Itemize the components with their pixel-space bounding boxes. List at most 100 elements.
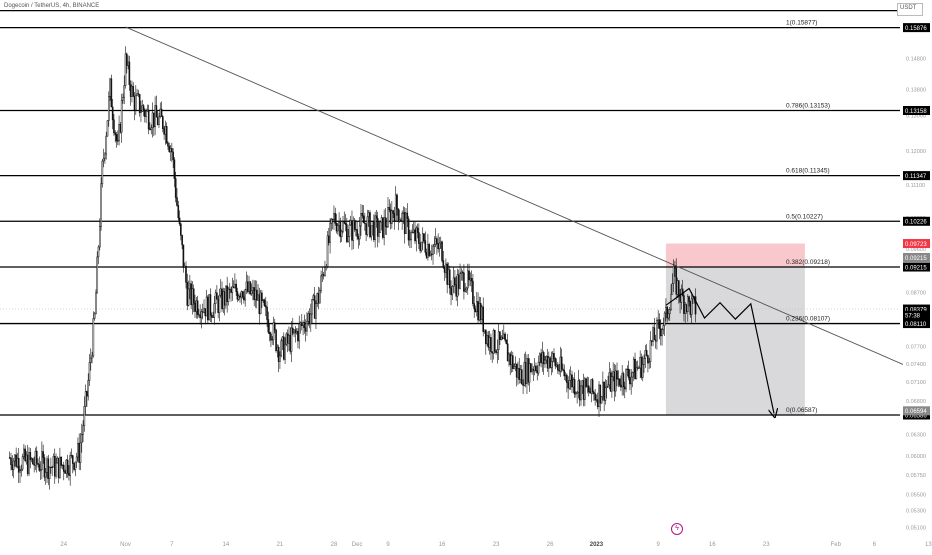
- candle-body: [245, 281, 248, 290]
- candle-body: [95, 292, 97, 315]
- candle-body: [463, 272, 465, 292]
- candle-body: [102, 158, 105, 162]
- candle-body: [11, 464, 14, 470]
- candle-body: [75, 456, 78, 463]
- candle-body: [396, 194, 398, 210]
- candle-body: [300, 322, 303, 327]
- candle-body: [379, 221, 382, 233]
- candle-body: [623, 386, 626, 390]
- currency-label[interactable]: USDT: [897, 3, 923, 16]
- trendline[interactable]: [125, 26, 932, 389]
- candle-body: [576, 392, 578, 394]
- candle-body: [464, 289, 466, 292]
- candle-body: [510, 355, 513, 365]
- candle-body: [661, 329, 663, 337]
- candle-body: [128, 61, 131, 85]
- candle-body: [393, 213, 396, 221]
- candle-body: [424, 240, 427, 253]
- candle-body: [352, 220, 355, 241]
- candle-body: [499, 331, 501, 340]
- lightning-icon[interactable]: ϟ: [671, 523, 683, 535]
- candle-body: [178, 217, 181, 225]
- candle-body: [263, 299, 266, 306]
- chart-title: Dogecoin / TetherUS, 4h, BINANCE: [4, 3, 100, 9]
- candle-body: [280, 340, 283, 357]
- candle-body: [331, 218, 334, 221]
- candle-body: [477, 301, 479, 321]
- projection-path[interactable]: [665, 287, 774, 414]
- candle-body: [106, 120, 109, 137]
- candle-body: [158, 116, 160, 125]
- candle-body: [585, 378, 587, 387]
- candle-body: [246, 281, 249, 292]
- candle-body: [461, 271, 464, 274]
- stop-loss-zone[interactable]: [665, 243, 805, 267]
- candle-body: [153, 112, 155, 128]
- candle-body: [144, 110, 146, 117]
- candle-body: [677, 280, 680, 297]
- candle-body: [160, 108, 163, 117]
- candle-body: [433, 244, 436, 247]
- candle-body: [257, 294, 259, 301]
- candle-body: [530, 363, 532, 373]
- candle-body: [186, 282, 189, 306]
- candle-body: [14, 454, 16, 462]
- candle-body: [156, 116, 159, 125]
- candle-body: [657, 319, 660, 321]
- candle-body: [12, 460, 15, 470]
- candle-body: [356, 229, 358, 237]
- candle-body: [200, 311, 203, 319]
- candle-body: [541, 352, 544, 364]
- candle-body: [654, 339, 657, 342]
- candle-body: [546, 356, 549, 369]
- candle-body: [293, 329, 295, 334]
- candle-body: [492, 330, 495, 354]
- candle-body: [514, 363, 517, 367]
- candle-body: [483, 329, 486, 332]
- candle-body: [389, 209, 392, 224]
- price-axis[interactable]: [903, 0, 932, 550]
- candle-body: [504, 333, 506, 341]
- x-tick-label: 16: [709, 542, 716, 548]
- candle-body: [231, 286, 234, 293]
- candle-body: [402, 212, 405, 214]
- candle-body: [679, 295, 681, 303]
- candle-body: [155, 105, 158, 118]
- candle-body: [573, 379, 576, 395]
- candle-body: [59, 456, 61, 478]
- candle-body: [535, 365, 537, 371]
- candle-body: [581, 380, 584, 387]
- candle-body: [253, 287, 255, 300]
- candle-body: [369, 212, 371, 238]
- candle-body: [662, 325, 665, 330]
- candle-body: [308, 313, 311, 325]
- candle-body: [151, 112, 154, 129]
- candle-body: [603, 381, 605, 401]
- candle-body: [107, 96, 110, 121]
- candle-body: [466, 270, 469, 289]
- candle-body: [515, 363, 518, 378]
- price-tag-bg: [903, 406, 930, 416]
- candle-body: [79, 442, 82, 463]
- y-tick-label: 0.12000: [906, 149, 926, 155]
- candle-body: [388, 207, 391, 211]
- x-tick-label: 2023: [590, 542, 604, 548]
- candle-body: [532, 368, 535, 372]
- candle-body: [445, 263, 447, 273]
- candle-body: [192, 288, 195, 304]
- candle-body: [290, 327, 293, 352]
- candle-body: [519, 369, 522, 380]
- candle-body: [307, 313, 310, 322]
- candle-body: [568, 379, 571, 389]
- take-profit-zone[interactable]: [665, 266, 805, 415]
- candle-body: [409, 239, 411, 241]
- fib-price-tag-bg: [903, 171, 930, 181]
- candle-body: [503, 333, 505, 339]
- candle-body: [209, 294, 212, 316]
- candle-body: [694, 296, 697, 315]
- candle-body: [330, 218, 333, 224]
- candle-body: [171, 148, 173, 153]
- candle-body: [392, 210, 394, 214]
